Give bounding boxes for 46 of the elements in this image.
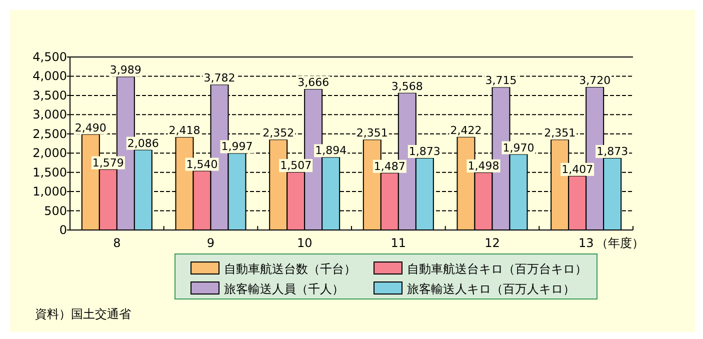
data-label: 1,894 bbox=[315, 144, 347, 158]
legend-label: 自動車航送台キロ（百万台キロ） bbox=[407, 262, 587, 276]
x-tick-label: 10 bbox=[296, 236, 312, 250]
y-tick-label: 3,500 bbox=[32, 88, 67, 102]
legend-label: 旅客輸送人キロ（百万人キロ） bbox=[407, 282, 575, 296]
x-tick-label: 8 bbox=[113, 236, 121, 250]
data-label: 2,490 bbox=[74, 121, 106, 134]
data-label: 1,498 bbox=[468, 159, 500, 172]
data-label: 1,997 bbox=[221, 140, 253, 154]
y-tick-label: 2,500 bbox=[32, 126, 67, 141]
data-label: 2,351 bbox=[544, 126, 576, 140]
data-label: 3,782 bbox=[204, 72, 236, 85]
legend-label: 旅客輸送人員（千人） bbox=[224, 282, 344, 296]
data-label: 1,487 bbox=[374, 160, 406, 173]
x-axis-title: （年度） bbox=[596, 236, 644, 250]
y-tick-label: 1,000 bbox=[32, 184, 67, 199]
y-tick-label: 4,500 bbox=[32, 50, 67, 64]
y-tick-label: 0 bbox=[59, 223, 67, 237]
data-label: 3,720 bbox=[579, 74, 611, 87]
data-label: 1,873 bbox=[408, 144, 440, 158]
data-label: 1,507 bbox=[280, 159, 312, 172]
data-label: 1,407 bbox=[562, 162, 594, 176]
data-label: 2,352 bbox=[262, 126, 294, 140]
data-label: 1,579 bbox=[92, 156, 124, 170]
data-label: 1,873 bbox=[596, 144, 628, 158]
x-tick-label: 11 bbox=[390, 236, 406, 250]
y-tick-label: 3,000 bbox=[32, 108, 67, 122]
data-label: 2,086 bbox=[127, 136, 159, 150]
y-tick-label: 4,000 bbox=[32, 69, 67, 84]
data-label: 3,568 bbox=[391, 80, 423, 93]
data-label: 3,989 bbox=[110, 64, 142, 77]
legend-label: 自動車航送台数（千台） bbox=[224, 262, 356, 276]
x-tick-label: 13 bbox=[578, 236, 594, 250]
data-label: 3,666 bbox=[298, 76, 330, 90]
y-tick-label: 2,000 bbox=[32, 146, 67, 160]
y-tick-label: 1,500 bbox=[32, 165, 67, 180]
data-label: 2,418 bbox=[168, 124, 200, 138]
text: 資料）国土交通省 bbox=[35, 307, 131, 321]
x-tick-label: 12 bbox=[484, 236, 500, 250]
data-label: 3,715 bbox=[485, 74, 517, 88]
data-label: 2,351 bbox=[356, 126, 388, 140]
data-label: 1,970 bbox=[502, 141, 534, 154]
x-tick-label: 9 bbox=[206, 236, 215, 250]
y-tick-label: 500 bbox=[44, 204, 67, 218]
data-label: 2,422 bbox=[450, 124, 482, 137]
data-label: 1,540 bbox=[186, 158, 218, 171]
